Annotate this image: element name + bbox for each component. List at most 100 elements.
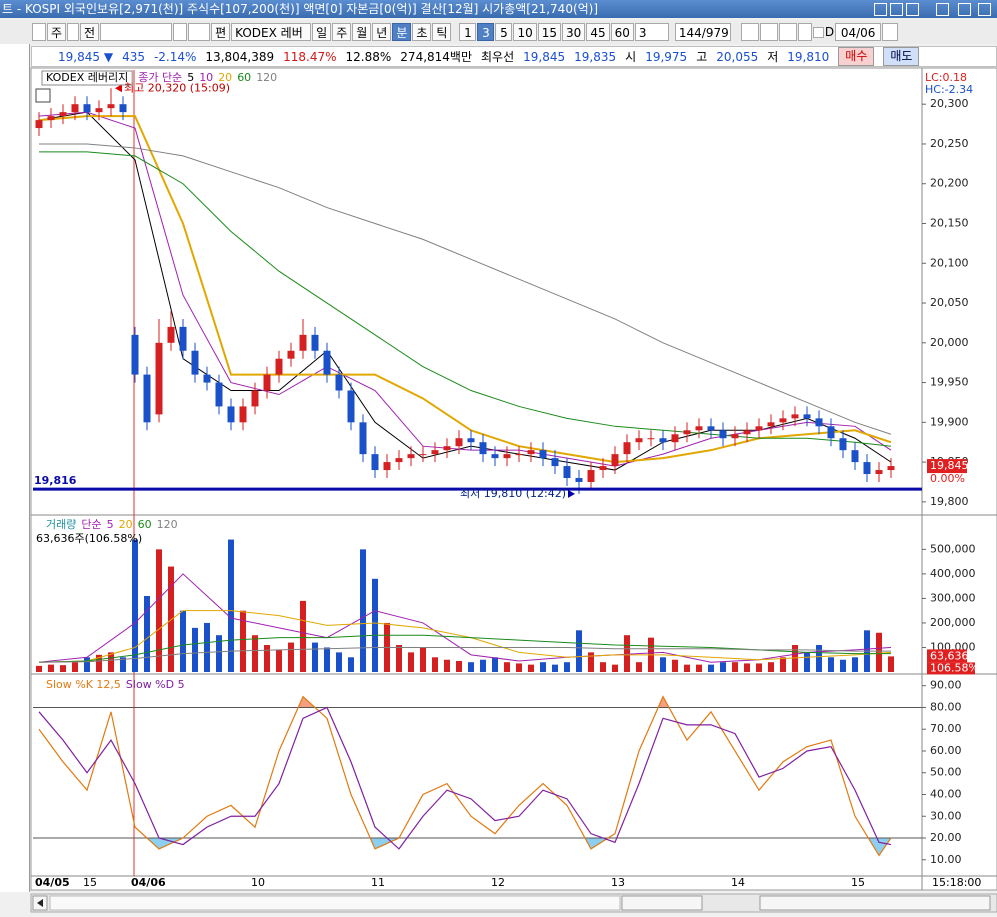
legend-item: 5 <box>187 71 194 84</box>
interval-button[interactable]: 60 <box>610 23 634 41</box>
interval-input[interactable]: 3 <box>634 23 669 41</box>
zoom-buttons[interactable] <box>759 895 991 911</box>
y-tick-label: 70.00 <box>930 722 962 735</box>
volume-bar <box>528 664 534 672</box>
volume-bar <box>564 662 570 672</box>
x-tick-label: 04/05 <box>35 876 70 889</box>
annotation-arrow <box>568 489 575 498</box>
annotation-arrow <box>115 84 122 93</box>
search-button[interactable] <box>173 23 188 41</box>
candle-body <box>815 418 823 427</box>
candle-body <box>491 454 499 459</box>
period-button[interactable]: 일 <box>312 23 332 41</box>
tool-button[interactable] <box>797 23 812 41</box>
d-label: D <box>824 25 835 39</box>
nav-buttons[interactable] <box>621 895 703 911</box>
candle-body <box>239 406 247 423</box>
volume-bar <box>444 659 450 672</box>
code-input[interactable] <box>100 23 173 41</box>
buy-button[interactable]: 매수 <box>838 47 875 66</box>
tool-button[interactable] <box>778 23 797 41</box>
volume-bar <box>336 652 342 672</box>
period-button[interactable]: 년 <box>372 23 392 41</box>
legend-title: 종가 단순 <box>138 71 182 84</box>
interval-button[interactable]: 15 <box>537 23 562 41</box>
window-icon[interactable] <box>890 3 903 16</box>
volume-ratio: 118.47% <box>283 49 337 64</box>
y-tick-label: 80.00 <box>930 700 962 713</box>
change-pct: -2.14% <box>153 49 197 64</box>
volume-bar <box>480 659 486 672</box>
candle-body <box>371 454 379 471</box>
candle-body <box>287 350 295 359</box>
tool-button[interactable] <box>740 23 759 41</box>
tool-button[interactable] <box>759 23 778 41</box>
market-button[interactable]: 주 <box>47 23 67 41</box>
scroll-thumb[interactable] <box>49 895 621 911</box>
volume-pct-tag <box>927 662 975 675</box>
candle-body <box>395 458 403 463</box>
y-tick-label: 19,800 <box>930 495 969 508</box>
window-icon[interactable] <box>936 3 949 16</box>
window-icon[interactable] <box>978 3 991 16</box>
checkbox[interactable] <box>32 23 46 41</box>
date-input[interactable]: 04/06 <box>835 23 882 41</box>
candle-body <box>443 446 451 451</box>
legend-item: 120 <box>256 71 277 84</box>
interval-button[interactable]: 3 <box>477 23 495 41</box>
volume-bar <box>600 662 606 672</box>
window-icon[interactable] <box>906 3 919 16</box>
period-button[interactable]: 초 <box>412 23 432 41</box>
volume-bar <box>264 645 270 672</box>
volume-bar <box>408 652 414 672</box>
volume-bar <box>552 664 558 672</box>
down-arrow: ▼ <box>103 49 114 64</box>
candle-body <box>743 430 751 435</box>
volume-bar <box>276 649 282 672</box>
candle-body <box>155 342 163 415</box>
volume-bar <box>60 665 66 672</box>
x-tick-label: 14 <box>731 876 745 889</box>
volume-bar <box>756 663 762 672</box>
period-button[interactable]: 주 <box>332 23 352 41</box>
period-button[interactable]: 틱 <box>432 23 452 41</box>
candle-body <box>203 374 211 383</box>
high-label: 고 <box>696 50 708 64</box>
candle-body <box>527 450 535 455</box>
window-icon[interactable] <box>874 3 887 16</box>
y-tick-label: 20,000 <box>930 336 969 349</box>
period-button[interactable]: 월 <box>352 23 372 41</box>
series-line <box>39 143 892 435</box>
window-icon[interactable] <box>958 3 971 16</box>
candle-body <box>791 414 799 419</box>
x-tick-label: 12 <box>491 876 505 889</box>
candle-body <box>83 104 91 113</box>
interval-button[interactable]: 1 <box>459 23 477 41</box>
edit-button[interactable]: 편 <box>211 23 231 41</box>
volume-bar <box>240 610 246 672</box>
sell-button[interactable]: 매도 <box>883 47 920 66</box>
checkbox[interactable] <box>812 26 824 38</box>
volume-bar <box>120 657 126 672</box>
interval-button[interactable]: 30 <box>562 23 586 41</box>
count-input[interactable]: 144/979 <box>674 23 731 41</box>
sound-button[interactable] <box>188 23 211 41</box>
volume-bar <box>420 647 426 672</box>
interval-button[interactable]: 45 <box>586 23 610 41</box>
volume-bar <box>48 664 54 672</box>
item-name[interactable]: KODEX 레버 <box>231 23 312 41</box>
interval-button[interactable]: 10 <box>513 23 537 41</box>
volume-bar <box>396 645 402 672</box>
period-button[interactable]: 분 <box>392 23 412 41</box>
settings-icon[interactable] <box>35 88 51 103</box>
calendar-button[interactable] <box>882 23 899 41</box>
volume-bar <box>300 600 306 672</box>
dropdown[interactable] <box>67 23 80 41</box>
volume-bar <box>432 657 438 672</box>
volume-bar <box>312 642 318 672</box>
volume-bar <box>456 660 462 672</box>
interval-button[interactable]: 5 <box>495 23 513 41</box>
mode-button[interactable]: 전 <box>80 23 100 41</box>
title-bar: 트 - KOSPI 외국인보유[2,971(천)] 주식수[107,200(천)… <box>0 0 997 18</box>
volume-bar <box>516 663 522 672</box>
